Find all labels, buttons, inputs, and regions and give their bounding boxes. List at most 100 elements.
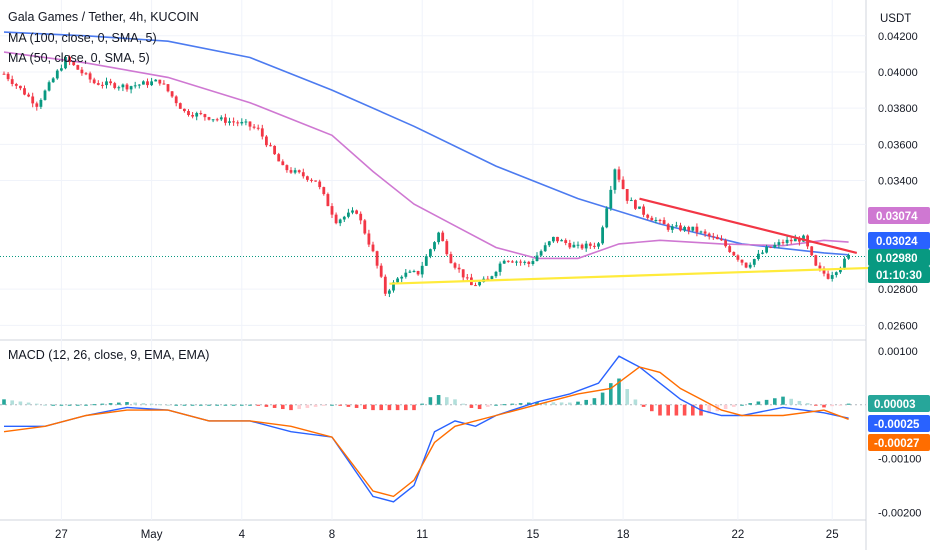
trendline-support[interactable] — [389, 266, 886, 285]
candle-body — [478, 282, 481, 286]
trendline-resistance[interactable] — [639, 197, 858, 255]
candle-body — [146, 81, 149, 86]
candle-body — [679, 225, 682, 231]
candle-body — [195, 113, 199, 117]
macd-histogram-bar — [363, 404, 367, 410]
macd-histogram-bar — [256, 404, 260, 406]
candle-body — [27, 94, 30, 97]
symbol-title[interactable]: Gala Games / Tether, 4h, KUCOIN — [8, 10, 199, 24]
candle-body — [691, 226, 695, 231]
candle-body — [711, 236, 715, 238]
ma100-legend[interactable]: MA (100, close, 0, SMA, 5) — [8, 31, 157, 45]
macd-histogram-bar — [330, 404, 334, 406]
candle-body — [301, 172, 305, 177]
candle-body — [707, 233, 711, 237]
price-badge-label: 0.03024 — [876, 236, 918, 248]
candle-body — [224, 117, 227, 123]
macd-tick-label: -0.00100 — [878, 454, 921, 466]
candle-body — [798, 238, 801, 242]
candle-body — [461, 269, 465, 278]
macd-histogram-bar — [322, 404, 326, 406]
price-tick-label: 0.03400 — [878, 176, 918, 188]
macd-histogram-bar — [846, 403, 851, 405]
candle-body — [552, 236, 555, 242]
macd-histogram-bar — [387, 404, 392, 411]
macd-histogram-bar — [469, 404, 474, 408]
macd-histogram-bar — [248, 404, 252, 406]
macd-badge-label: 0.00003 — [874, 399, 916, 411]
price-badges: 0.03074 0.03024 0.02980 01:10:30 0.00003 -0.0… — [868, 207, 930, 451]
candle-body — [76, 65, 80, 70]
macd-histogram-bar — [420, 403, 424, 405]
macd-histogram-bar — [650, 404, 654, 412]
macd-histogram-bar — [264, 404, 269, 407]
candle-body — [240, 121, 244, 124]
price-tick-label: 0.03600 — [878, 139, 918, 151]
macd-histogram-bar — [527, 402, 531, 405]
macd-histogram-bar — [84, 404, 88, 406]
candle-body — [228, 121, 231, 123]
macd-histogram-bar — [625, 389, 629, 405]
macd-badge — [868, 415, 930, 432]
candle-body — [203, 114, 207, 118]
candle-body — [822, 268, 826, 274]
macd-histogram-bar — [781, 396, 785, 405]
candle-body — [260, 128, 264, 137]
candle-body — [609, 189, 613, 209]
macd-histogram-bar — [117, 402, 121, 405]
macd-tick-label: 0.00100 — [878, 346, 918, 358]
candle-body — [400, 276, 404, 279]
candle-body — [814, 255, 818, 266]
candle-body — [359, 213, 363, 221]
macd-tick-label: -0.00200 — [878, 508, 921, 520]
candle-body — [769, 246, 773, 248]
trendlines[interactable] — [389, 197, 886, 285]
macd-pane — [2, 355, 851, 503]
candle-body — [638, 206, 641, 209]
candle-body — [92, 79, 96, 84]
macd-histogram-bar — [510, 403, 515, 405]
candle-body — [511, 261, 514, 263]
candle-body — [277, 154, 281, 162]
candle-body — [351, 210, 354, 213]
candle-body — [654, 219, 658, 221]
candle-body — [494, 271, 498, 277]
macd-histogram-bar — [223, 404, 228, 406]
candle-body — [330, 206, 334, 215]
macd-histogram-bar — [141, 403, 146, 405]
candle-body — [23, 88, 26, 95]
candle-body — [273, 145, 276, 155]
macd-histogram-bar — [707, 404, 711, 414]
candle-body — [564, 240, 568, 244]
macd-histogram-bar — [10, 400, 14, 405]
macd-histogram-bar — [764, 399, 769, 405]
macd-legend[interactable]: MACD (12, 26, close, 9, EMA, EMA) — [8, 348, 210, 362]
candle-body — [658, 219, 662, 221]
candle-body — [437, 232, 440, 243]
candle-body — [699, 231, 703, 233]
candle-body — [433, 242, 436, 250]
macd-histogram-bar — [543, 402, 547, 405]
macd-histogram-bar — [190, 404, 195, 406]
candle-body — [724, 240, 727, 247]
macd-histogram-bar — [584, 399, 588, 405]
candle-body — [601, 227, 604, 244]
candle-body — [506, 260, 510, 262]
macd-histogram-bar — [756, 401, 761, 405]
candle-body — [215, 119, 219, 121]
macd-histogram-bar — [346, 404, 351, 407]
macd-histogram-bar — [395, 404, 400, 411]
candle-body — [101, 84, 104, 86]
macd-histogram-bar — [838, 404, 843, 406]
macd-histogram-bar — [666, 404, 670, 416]
price-tick-label: 0.02800 — [878, 284, 918, 296]
ma50-legend[interactable]: MA (50, close, 0, SMA, 5) — [8, 51, 150, 65]
time-tick-label: 15 — [527, 529, 540, 541]
candle-body — [843, 258, 846, 268]
candle-body — [248, 121, 252, 127]
candle-body — [834, 272, 838, 276]
candle-body — [334, 214, 338, 224]
macd-histogram-bar — [35, 403, 39, 405]
candle-body — [60, 68, 63, 71]
